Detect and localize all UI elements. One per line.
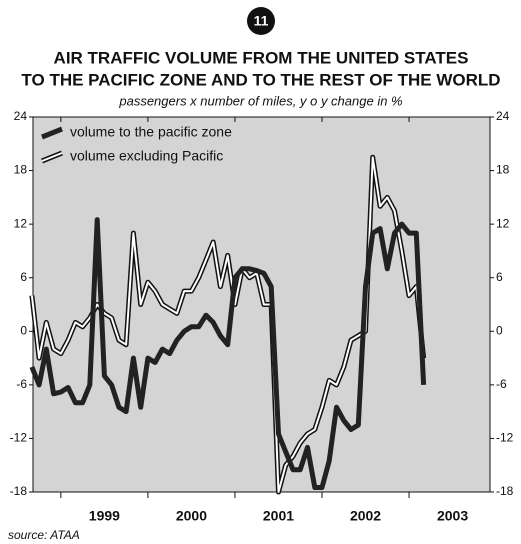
y2-tick-label: 6 bbox=[496, 270, 503, 284]
legend-swatch bbox=[41, 152, 63, 162]
chart-subtitle: passengers x number of miles, y o y chan… bbox=[118, 93, 402, 108]
y2-tick-label: 0 bbox=[496, 323, 503, 337]
y-tick-label: 24 bbox=[14, 109, 28, 123]
x-tick-label: 1999 bbox=[89, 508, 120, 524]
y-tick-label: 18 bbox=[14, 163, 28, 177]
x-tick-label: 2002 bbox=[350, 508, 381, 524]
y2-tick-label: 12 bbox=[496, 216, 510, 230]
y-tick-label: 12 bbox=[14, 216, 28, 230]
x-tick-label: 2000 bbox=[176, 508, 207, 524]
y-tick-label: 6 bbox=[20, 270, 27, 284]
x-tick-label: 2003 bbox=[437, 508, 468, 524]
x-tick-label: 2001 bbox=[263, 508, 294, 524]
y2-tick-label: 18 bbox=[496, 163, 510, 177]
y2-tick-label: -6 bbox=[496, 377, 507, 391]
y-tick-label: 0 bbox=[20, 323, 27, 337]
legend-label: volume to the pacific zone bbox=[70, 124, 232, 140]
chart-title: AIR TRAFFIC VOLUME FROM THE UNITED STATE… bbox=[54, 48, 469, 67]
badge: 11 bbox=[254, 13, 269, 29]
source: source: ATAA bbox=[8, 528, 80, 542]
y-tick-label: -12 bbox=[10, 431, 28, 445]
y2-tick-label: -12 bbox=[496, 431, 514, 445]
badge-circle bbox=[247, 7, 275, 35]
y2-tick-label: 24 bbox=[496, 109, 510, 123]
series-line bbox=[30, 156, 425, 493]
legend-swatch bbox=[41, 126, 63, 140]
chart-title: TO THE PACIFIC ZONE AND TO THE REST OF T… bbox=[21, 70, 500, 89]
y-tick-label: -6 bbox=[16, 377, 27, 391]
y2-tick-label: -18 bbox=[496, 484, 514, 498]
series-line bbox=[29, 217, 427, 490]
legend-label: volume excluding Pacific bbox=[70, 148, 223, 164]
y-tick-label: -18 bbox=[10, 484, 28, 498]
